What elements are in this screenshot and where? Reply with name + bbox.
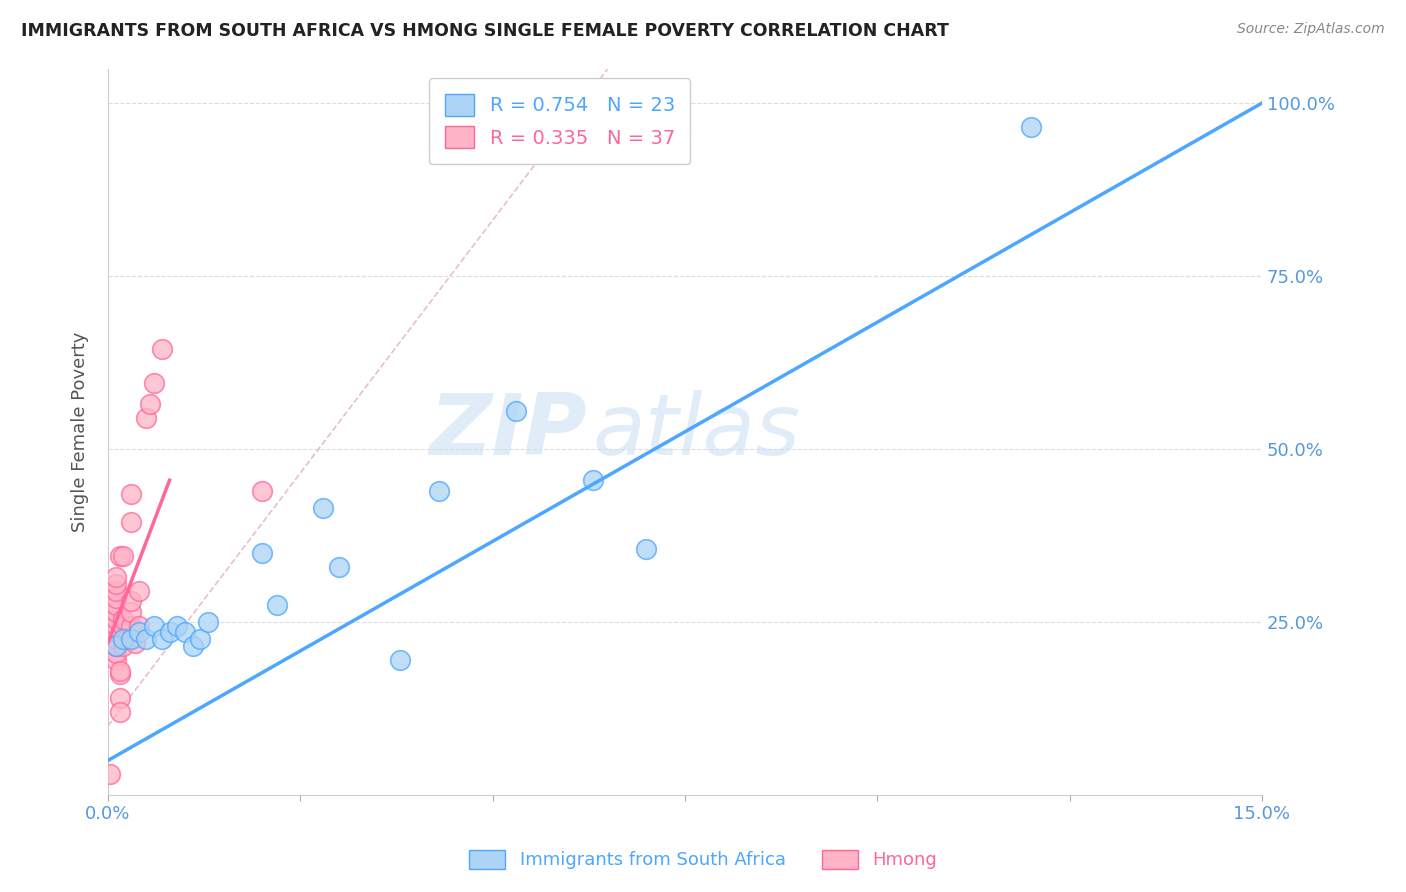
- Text: IMMIGRANTS FROM SOUTH AFRICA VS HMONG SINGLE FEMALE POVERTY CORRELATION CHART: IMMIGRANTS FROM SOUTH AFRICA VS HMONG SI…: [21, 22, 949, 40]
- Point: [135, 411, 157, 425]
- Point: [181, 640, 204, 654]
- Point: [159, 625, 181, 640]
- Point: [139, 397, 162, 411]
- Point: [174, 625, 197, 640]
- Point: [389, 653, 412, 667]
- Text: ZIP: ZIP: [429, 391, 586, 474]
- Legend: Immigrants from South Africa, Hmong: Immigrants from South Africa, Hmong: [460, 840, 946, 879]
- Point: [104, 646, 127, 660]
- Point: [112, 640, 135, 654]
- Point: [104, 583, 127, 598]
- Point: [112, 618, 135, 632]
- Point: [197, 615, 219, 629]
- Point: [104, 570, 127, 584]
- Point: [124, 636, 146, 650]
- Point: [104, 653, 127, 667]
- Legend: R = 0.754   N = 23, R = 0.335   N = 37: R = 0.754 N = 23, R = 0.335 N = 37: [429, 78, 690, 164]
- Point: [104, 625, 127, 640]
- Point: [98, 767, 121, 781]
- Point: [112, 549, 135, 564]
- Point: [143, 376, 166, 391]
- Point: [120, 515, 142, 529]
- Y-axis label: Single Female Poverty: Single Female Poverty: [72, 332, 89, 532]
- Point: [150, 632, 173, 647]
- Point: [120, 605, 142, 619]
- Point: [108, 691, 131, 706]
- Point: [582, 473, 605, 487]
- Point: [636, 542, 658, 557]
- Point: [143, 618, 166, 632]
- Point: [427, 483, 450, 498]
- Point: [128, 583, 150, 598]
- Point: [120, 594, 142, 608]
- Point: [112, 632, 135, 647]
- Point: [266, 598, 288, 612]
- Point: [166, 618, 188, 632]
- Point: [250, 546, 273, 560]
- Point: [128, 618, 150, 632]
- Point: [188, 632, 211, 647]
- Point: [104, 640, 127, 654]
- Point: [104, 605, 127, 619]
- Point: [115, 632, 138, 647]
- Point: [108, 549, 131, 564]
- Point: [1019, 120, 1042, 135]
- Point: [104, 640, 127, 654]
- Point: [104, 577, 127, 591]
- Point: [108, 705, 131, 719]
- Point: [135, 632, 157, 647]
- Point: [120, 487, 142, 501]
- Point: [250, 483, 273, 498]
- Point: [104, 598, 127, 612]
- Text: Source: ZipAtlas.com: Source: ZipAtlas.com: [1237, 22, 1385, 37]
- Point: [104, 591, 127, 605]
- Point: [505, 404, 527, 418]
- Point: [108, 667, 131, 681]
- Text: atlas: atlas: [593, 391, 800, 474]
- Point: [104, 618, 127, 632]
- Point: [328, 559, 350, 574]
- Point: [104, 632, 127, 647]
- Point: [112, 612, 135, 626]
- Point: [120, 632, 142, 647]
- Point: [104, 612, 127, 626]
- Point: [150, 342, 173, 356]
- Point: [120, 618, 142, 632]
- Point: [312, 500, 335, 515]
- Point: [108, 664, 131, 678]
- Point: [128, 625, 150, 640]
